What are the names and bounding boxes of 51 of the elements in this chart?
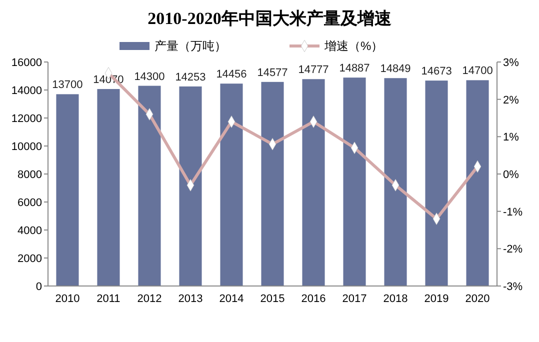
- y-tick-label: 8000: [18, 169, 42, 181]
- x-tick-label: 2012: [137, 293, 162, 305]
- x-tick-label: 2011: [96, 293, 120, 305]
- data-label: 14456: [216, 68, 247, 81]
- bar: [56, 94, 79, 286]
- data-label: 14700: [462, 65, 493, 78]
- y2-tick-label: 3%: [503, 57, 520, 69]
- data-label: 14673: [421, 66, 452, 78]
- y2-tick-label: 1%: [503, 132, 520, 144]
- data-label: 14577: [257, 66, 288, 79]
- y2-tick-label: 2%: [503, 94, 520, 106]
- x-tick-label: 2019: [424, 293, 449, 305]
- data-label: 14887: [339, 62, 370, 75]
- data-label: 14777: [298, 64, 329, 76]
- y-tick-label: 10000: [11, 141, 42, 153]
- y-tick-label: 0: [36, 281, 42, 293]
- y-tick-label: 16000: [11, 57, 42, 69]
- bar: [138, 86, 161, 286]
- x-tick-label: 2018: [383, 293, 408, 305]
- x-tick-label: 2015: [260, 293, 285, 305]
- y-tick-label: 12000: [11, 113, 42, 125]
- bar: [97, 89, 120, 286]
- bar: [384, 78, 407, 286]
- bar: [343, 78, 366, 286]
- y2-tick-label: -3%: [503, 281, 523, 293]
- bar: [425, 80, 448, 286]
- data-label: 14253: [175, 71, 206, 84]
- legend-label: 增速（%）: [324, 39, 384, 53]
- data-label: 14849: [380, 63, 411, 76]
- y-tick-label: 6000: [18, 197, 42, 209]
- y2-tick-label: -1%: [503, 206, 523, 218]
- bar: [179, 86, 202, 286]
- x-tick-label: 2017: [342, 293, 367, 305]
- x-tick-label: 2014: [219, 293, 244, 305]
- bar: [466, 80, 489, 286]
- bar: [261, 82, 284, 286]
- x-tick-label: 2013: [178, 293, 203, 305]
- y2-tick-label: -2%: [503, 244, 523, 256]
- legend-label: 产量（万吨）: [154, 39, 226, 53]
- y-tick-label: 2000: [18, 253, 42, 265]
- y-tick-label: 4000: [18, 225, 42, 237]
- x-tick-label: 2020: [465, 293, 490, 305]
- data-label: 14300: [134, 70, 165, 83]
- data-label: 13700: [52, 79, 83, 92]
- y2-tick-label: 0%: [503, 169, 520, 181]
- bar: [220, 84, 243, 286]
- x-tick-label: 2016: [301, 293, 326, 305]
- bar: [302, 79, 325, 286]
- chart-title: 2010-2020年中国大米产量及增速: [148, 9, 392, 28]
- y-tick-label: 14000: [11, 85, 42, 97]
- x-tick-label: 2010: [55, 293, 80, 305]
